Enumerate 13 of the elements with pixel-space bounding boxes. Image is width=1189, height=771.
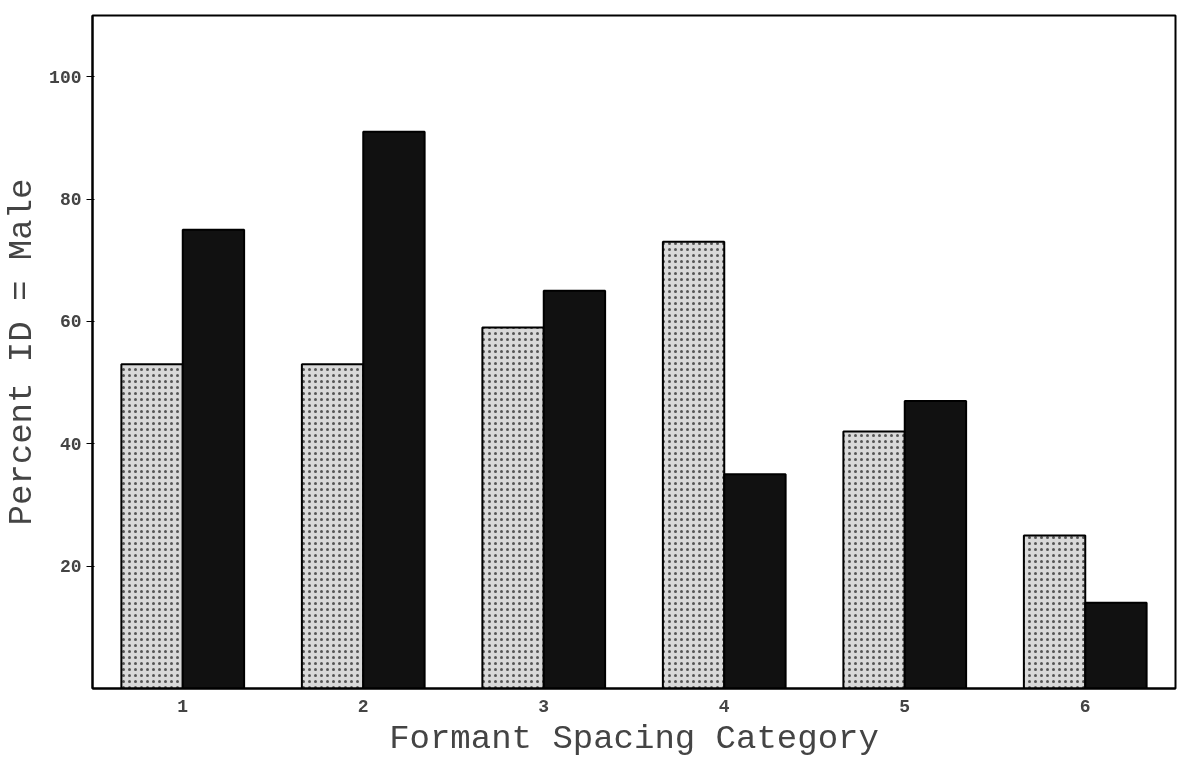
y-tick-label: 100 xyxy=(49,67,82,88)
y-tick-label: 20 xyxy=(59,557,82,578)
y-tick-label: 60 xyxy=(59,312,82,333)
x-tick-label: 6 xyxy=(1079,696,1091,717)
x-tick-label: 3 xyxy=(538,696,550,717)
x-tick-label: 2 xyxy=(357,696,369,717)
y-tick-label: 40 xyxy=(59,434,82,455)
x-tick-label: 5 xyxy=(899,696,911,717)
x-tick-label: 1 xyxy=(177,696,189,717)
x-axis-title: Formant Spacing Category xyxy=(389,719,879,758)
x-tick-label: 4 xyxy=(718,696,730,717)
y-tick-label: 80 xyxy=(59,190,82,211)
y-axis-title: Percent ID = Male xyxy=(3,178,42,526)
